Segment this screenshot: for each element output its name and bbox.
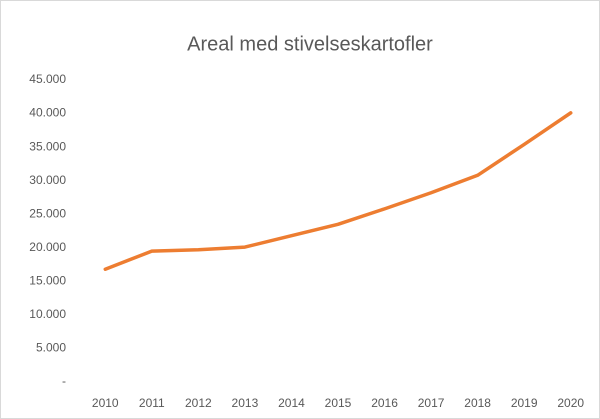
x-tick-label: 2017 <box>418 396 445 410</box>
x-tick-label: 2020 <box>557 396 584 410</box>
y-tick-label: - <box>62 374 66 388</box>
chart-title: Areal med stivelseskartofler <box>187 33 433 55</box>
x-tick-label: 2012 <box>185 396 212 410</box>
x-tick-label: 2010 <box>92 396 119 410</box>
data-line <box>103 111 573 272</box>
x-tick-label: 2019 <box>511 396 538 410</box>
x-tick-label: 2016 <box>371 396 398 410</box>
y-tick-label: 30.000 <box>29 173 66 187</box>
x-tick-label: 2011 <box>139 396 165 410</box>
x-tick-label: 2013 <box>232 396 259 410</box>
y-tick-label: 25.000 <box>29 206 66 220</box>
y-tick-label: 20.000 <box>29 240 66 254</box>
y-tick-label: 5.000 <box>36 341 66 355</box>
y-tick-label: 10.000 <box>29 307 66 321</box>
y-tick-label: 35.000 <box>29 139 66 153</box>
x-tick-label: 2014 <box>278 396 305 410</box>
y-tick-label: 45.000 <box>29 72 66 86</box>
x-tick-label: 2015 <box>325 396 352 410</box>
y-tick-label: 40.000 <box>29 106 66 120</box>
y-tick-label: 15.000 <box>29 274 66 288</box>
x-tick-label: 2018 <box>464 396 491 410</box>
